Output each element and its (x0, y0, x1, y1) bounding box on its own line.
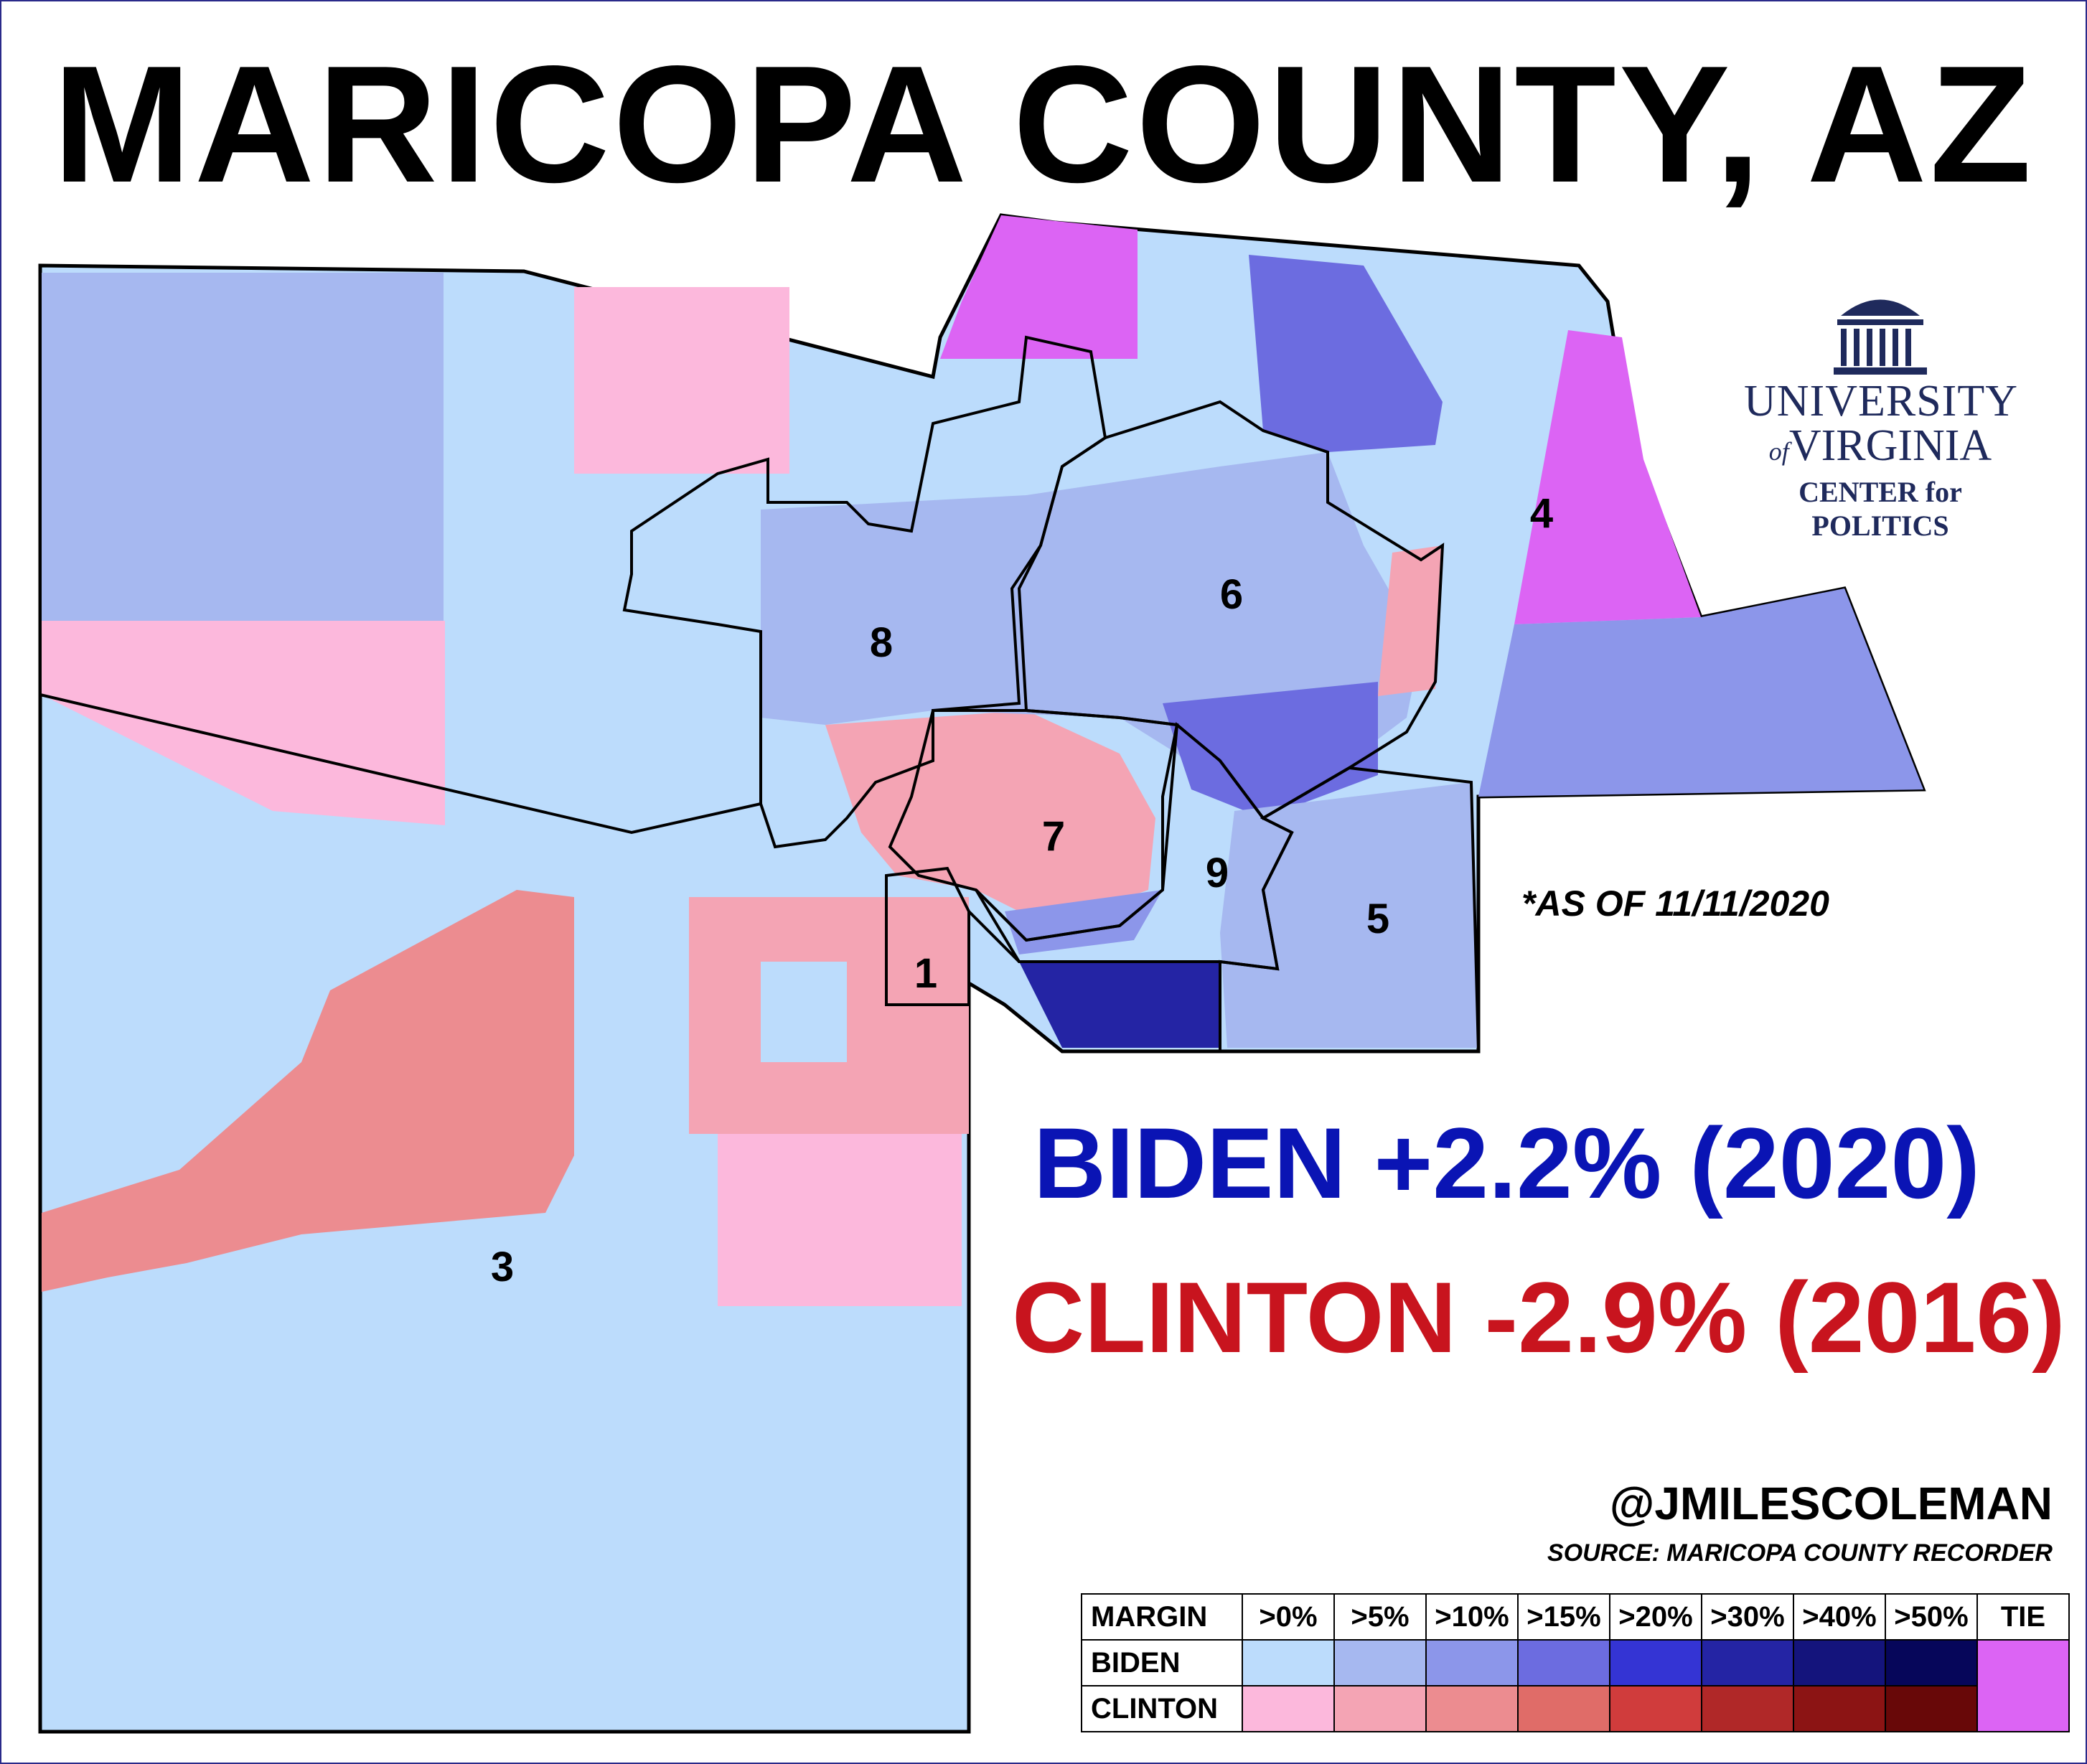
legend-header-0: >0% (1242, 1593, 1335, 1641)
biden-headline: BIDEN +2.2% (2020) (1033, 1107, 1980, 1219)
district-label-5: 5 (1366, 896, 1389, 942)
legend-header-5: >5% (1333, 1593, 1427, 1641)
legend-row-clinton: CLINTON (1081, 1685, 2069, 1732)
legend-swatch-biden-0 (1242, 1639, 1335, 1686)
district-boundary-south (967, 910, 1221, 1053)
legend-swatch-clinton-15 (1517, 1685, 1610, 1732)
region-south-pink (718, 1134, 962, 1306)
legend-row-biden: BIDEN (1081, 1639, 2070, 1732)
legend-label-clinton: CLINTON (1081, 1685, 1243, 1732)
logo-of: of (1768, 437, 1789, 466)
legend-swatch-biden-15 (1517, 1639, 1610, 1686)
tie-region-north (940, 215, 1138, 359)
legend-swatch-tie (1976, 1639, 2070, 1732)
legend-swatch-biden-50 (1885, 1639, 1978, 1686)
legend-header-20: >20% (1609, 1593, 1702, 1641)
legend-swatch-biden-30 (1701, 1639, 1794, 1686)
logo-virginia-text: VIRGINIA (1788, 421, 1992, 470)
region-north-pink (574, 287, 789, 474)
legend-header-15: >15% (1517, 1593, 1610, 1641)
region-sw-clinton (42, 890, 574, 1292)
legend-swatch-clinton-30 (1701, 1685, 1794, 1732)
district-label-9: 9 (1206, 850, 1229, 896)
legend-header-10: >10% (1425, 1593, 1519, 1641)
rotunda-icon (1834, 299, 1927, 375)
as-of-date: *AS OF 11/11/2020 (1521, 883, 1829, 924)
legend-swatch-clinton-10 (1425, 1685, 1519, 1732)
district-label-4: 4 (1530, 490, 1553, 537)
district-label-8: 8 (870, 619, 893, 666)
tie-region-east (1514, 330, 1701, 624)
page-title: MARICOPA COUNTY, AZ (52, 32, 2035, 217)
legend-swatch-biden-20 (1609, 1639, 1702, 1686)
clinton-headline: CLINTON -2.9% (2016) (1012, 1261, 2065, 1374)
region-south-light (761, 962, 847, 1062)
margin-legend: MARGIN >0% >5% >10% >15% >20% >30% >40% … (1081, 1593, 2070, 1732)
district-label-3: 3 (491, 1244, 514, 1290)
legend-header-tie: TIE (1976, 1593, 2070, 1641)
region-d5-biden (1220, 782, 1478, 1048)
district-label-7: 7 (1042, 813, 1065, 860)
district-boundary-west (39, 693, 761, 835)
legend-swatch-clinton-20 (1609, 1685, 1702, 1732)
region-nw (42, 273, 444, 621)
district-boundary-8 (622, 335, 1107, 849)
legend-header-row: MARGIN >0% >5% >10% >15% >20% >30% >40% … (1081, 1593, 2070, 1641)
district-boundary-1 (885, 866, 970, 1006)
legend-header-40: >40% (1793, 1593, 1886, 1641)
region-west-band (42, 621, 445, 825)
legend-label-biden: BIDEN (1081, 1639, 1243, 1686)
district-boundaries (39, 335, 1481, 1053)
logo-university: UNIVERSITY (1744, 377, 2018, 426)
legend-swatch-clinton-50 (1885, 1685, 1978, 1732)
legend-header-margin: MARGIN (1081, 1593, 1243, 1641)
region-east-pink (1378, 545, 1443, 696)
logo-center-for-politics: CENTER for POLITICS (1798, 476, 1962, 542)
legend-swatch-clinton-5 (1333, 1685, 1427, 1732)
source-note: SOURCE: MARICOPA COUNTY RECORDER (1547, 1539, 2053, 1567)
legend-swatch-biden-5 (1333, 1639, 1427, 1686)
region-east-biden (1478, 588, 1923, 797)
legend-swatch-clinton-0 (1242, 1685, 1335, 1732)
region-north-biden (1249, 255, 1443, 452)
legend-swatch-clinton-40 (1793, 1685, 1886, 1732)
logo-virginia: ofVIRGINIA (1744, 423, 2017, 468)
author-handle: @JMILESCOLEMAN (1609, 1478, 2053, 1529)
legend-swatch-biden-40 (1793, 1639, 1886, 1686)
district-label-1: 1 (914, 950, 937, 997)
uva-logo: UNIVERSITY ofVIRGINIA CENTER for POLITIC… (1744, 294, 2017, 543)
legend-header-30: >30% (1701, 1593, 1794, 1641)
legend-header-50: >50% (1885, 1593, 1978, 1641)
region-south-deep-biden (1019, 962, 1220, 1048)
legend-swatch-biden-10 (1425, 1639, 1519, 1686)
district-label-6: 6 (1220, 571, 1243, 618)
